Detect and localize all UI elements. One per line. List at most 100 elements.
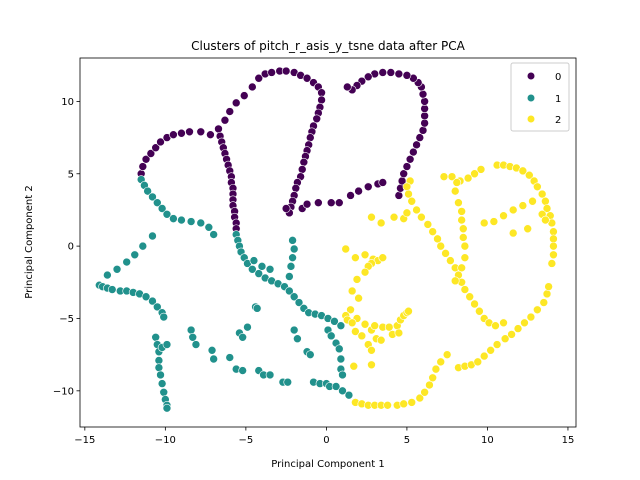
data-point-0-65 [281,204,291,213]
data-point-2-115 [352,275,362,284]
legend: 0 1 2 [510,62,570,132]
data-point-0-2 [141,154,151,164]
data-point-0-72 [354,186,363,196]
data-point-2-87 [454,198,463,208]
plot-frame [79,57,577,428]
data-point-0-5 [156,137,165,147]
series-2 [341,160,558,410]
legend-label-0: 0 [555,72,561,83]
data-point-1-72 [162,403,172,413]
data-point-2-94 [528,196,537,206]
data-point-0-3 [146,149,156,158]
data-point-0-70 [334,198,344,208]
data-point-2-81 [460,253,470,262]
data-point-1-89 [238,332,247,342]
data-point-0-10 [196,127,206,137]
data-point-2-130 [404,306,413,316]
data-point-2-99 [479,218,489,228]
data-point-0-79 [399,169,408,179]
data-point-2-26 [520,318,529,328]
data-point-2-36 [518,166,528,176]
data-point-0-14 [225,107,235,116]
data-point-1-25 [285,286,294,296]
data-point-1-66 [154,363,164,372]
data-point-2-51 [470,169,479,179]
y-tick-label: 10 [61,97,74,108]
data-point-2-79 [450,276,460,286]
x-tick-label: 15 [562,435,575,446]
data-point-2-138 [394,328,404,338]
data-point-2-105 [341,244,351,254]
x-tick-label: 10 [481,435,494,446]
data-point-2-52 [463,173,473,183]
data-point-2-62 [423,220,433,229]
data-point-0-96 [386,68,396,77]
data-point-0-9 [185,127,194,137]
data-point-2-42 [542,204,552,213]
y-tick-label: 5 [68,169,74,180]
legend-marker-0 [527,72,535,80]
data-point-2-106 [351,253,360,262]
data-point-0-49 [312,114,322,124]
legend-label-1: 1 [555,94,561,105]
data-point-1-9 [186,217,196,226]
data-point-1-67 [156,370,165,380]
data-point-0-68 [314,198,323,208]
data-point-0-99 [363,72,373,82]
data-point-1-4 [153,198,162,208]
data-point-1-110 [344,390,354,400]
data-point-2-40 [537,189,547,199]
data-point-2-45 [549,227,558,236]
data-point-2-89 [452,178,462,187]
data-point-0-103 [343,82,352,92]
data-point-2-64 [433,234,442,244]
data-point-0-67 [302,199,312,209]
data-point-2-92 [508,205,518,215]
legend-box [510,62,570,132]
data-point-2-116 [354,293,363,303]
data-point-2-86 [457,207,466,216]
data-point-1-36 [289,244,299,254]
data-point-2-57 [402,182,412,192]
data-point-1-58 [122,257,131,267]
data-point-2-90 [489,217,499,226]
data-point-2-9 [415,393,425,403]
data-point-2-74 [475,306,484,316]
data-point-2-31 [544,282,553,291]
data-point-0-1 [138,162,148,171]
data-point-2-60 [412,205,421,215]
data-point-1-12 [209,230,218,239]
data-point-2-88 [450,186,460,196]
data-point-2-13 [431,364,441,374]
data-point-2-140 [349,361,359,371]
x-tick-label: −10 [155,435,176,446]
data-point-2-59 [407,196,417,206]
data-point-1-62 [151,332,160,342]
data-point-0-69 [326,198,336,208]
data-point-2-19 [473,357,483,367]
data-point-0-13 [220,115,230,125]
data-point-2-141 [347,318,357,328]
data-point-2-23 [500,334,510,344]
data-point-2-117 [346,305,355,315]
data-point-2-58 [404,189,413,199]
data-point-1-11 [204,223,214,232]
data-point-1-35 [288,236,297,245]
data-point-0-83 [412,140,421,150]
data-point-2-131 [351,327,360,336]
data-point-2-85 [457,215,466,225]
points-layer [95,66,558,413]
data-point-0-85 [418,126,428,135]
data-point-2-77 [491,321,500,331]
data-point-1-93 [289,325,299,335]
data-point-0-16 [239,91,249,100]
data-point-1-98 [326,331,336,341]
data-point-0-84 [415,133,425,142]
data-point-2-82 [460,241,470,251]
data-point-2-7 [399,399,408,409]
data-point-2-12 [428,373,437,383]
data-point-1-69 [159,387,169,397]
data-point-1-90 [243,322,252,332]
data-point-1-56 [103,270,112,280]
